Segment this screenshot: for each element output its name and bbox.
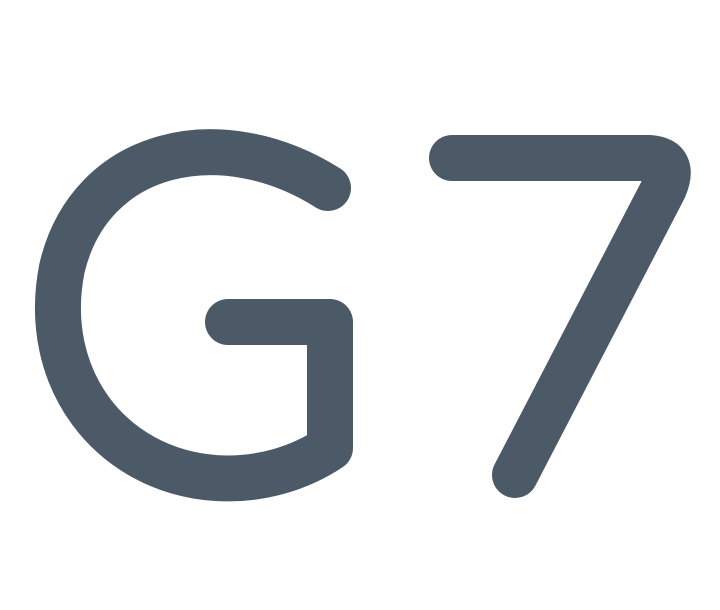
g7-numeral-7: [429, 135, 691, 498]
g7-letter-g: [35, 129, 353, 502]
